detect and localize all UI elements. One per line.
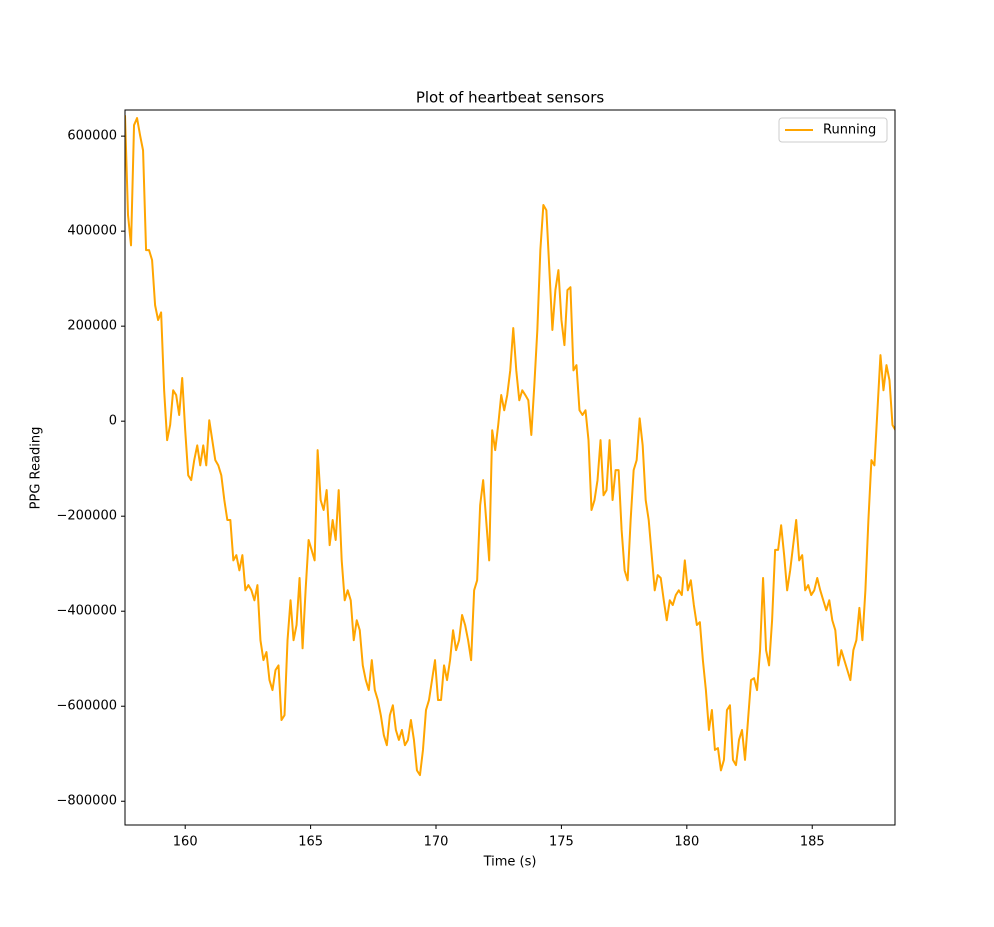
y-axis-label: PPG Reading (29, 427, 44, 510)
x-tick-label: 160 (173, 835, 198, 850)
x-tick-label: 180 (674, 835, 699, 850)
y-tick-label: −800000 (56, 794, 117, 809)
x-tick-label: 185 (800, 835, 825, 850)
x-tick-label: 170 (424, 835, 449, 850)
legend-box (778, 117, 888, 143)
data-line (125, 115, 895, 777)
y-tick-label: 600000 (67, 129, 117, 144)
y-tick-label: 0 (109, 414, 117, 429)
y-tick-label: 200000 (67, 319, 117, 334)
x-tick-label: 165 (298, 835, 323, 850)
y-tick-label: 400000 (67, 224, 117, 239)
y-tick-label: −200000 (56, 509, 117, 524)
x-tick-label: 175 (549, 835, 574, 850)
y-tick-label: −600000 (56, 699, 117, 714)
plot-frame (124, 109, 896, 826)
x-axis-label: Time (s) (483, 855, 537, 870)
legend-label: Running (823, 123, 876, 138)
chart-title: Plot of heartbeat sensors (416, 89, 605, 107)
y-tick-label: −400000 (56, 604, 117, 619)
